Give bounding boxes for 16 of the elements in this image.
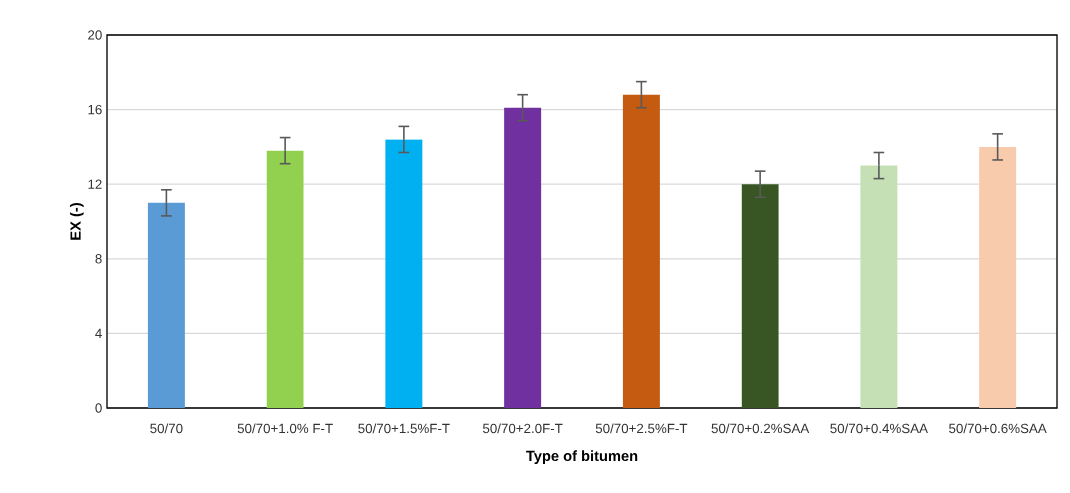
- x-tick-label: 50/70+0.6%SAA: [949, 423, 1047, 434]
- x-tick-label: 50/70+2.0F-T: [482, 423, 563, 434]
- y-tick-label: 4: [95, 328, 102, 338]
- y-tick-label: 0: [95, 403, 102, 413]
- y-tick-label: 16: [88, 104, 102, 115]
- x-tick-label: 50/70+1.0% F-T: [237, 423, 333, 434]
- y-tick-label: 8: [95, 254, 102, 264]
- x-tick-label: 50/70+2.5%F-T: [595, 423, 688, 434]
- x-axis-title: Type of bitumen: [526, 450, 638, 464]
- x-tick-label: 50/70+0.4%SAA: [830, 423, 928, 434]
- y-tick-label: 12: [88, 179, 102, 189]
- y-axis-title: EX (-): [69, 203, 84, 240]
- y-tick-label: 20: [88, 30, 102, 40]
- x-tick-label: 50/70: [150, 423, 183, 434]
- x-tick-label: 50/70+0.2%SAA: [711, 423, 810, 434]
- x-tick-label: 50/70+1.5%F-T: [358, 423, 450, 434]
